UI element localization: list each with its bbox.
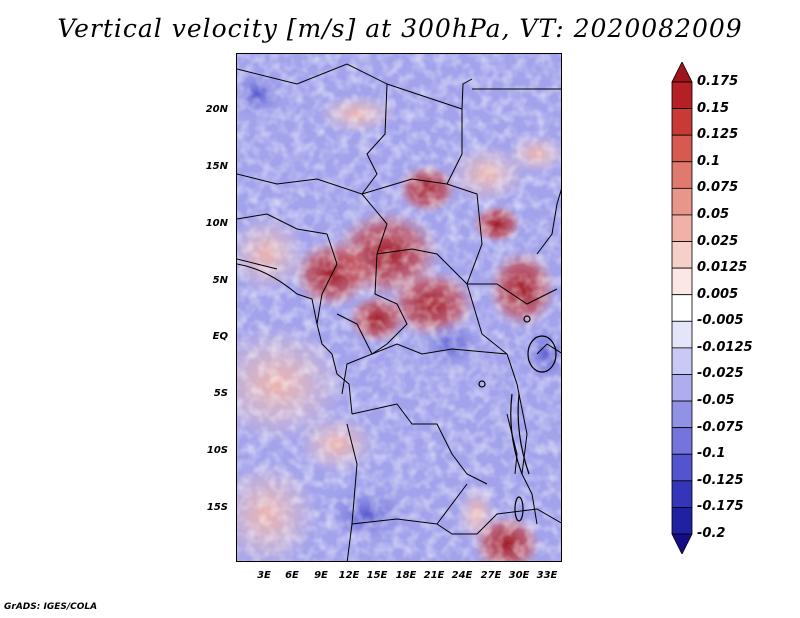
colorbar-label: 0.1	[697, 153, 721, 169]
lon-label: 21E	[423, 570, 445, 581]
colorbar-label: -0.05	[697, 393, 735, 409]
colorbar-label: 0.075	[697, 180, 739, 196]
colorbar-label: 0.025	[697, 233, 739, 249]
colorbar-label: 0.05	[697, 206, 730, 222]
colorbar-label: 0.175	[697, 74, 739, 89]
colorbar-swatch	[671, 320, 693, 349]
lon-label: 15E	[366, 570, 388, 581]
colorbar-label: -0.075	[697, 419, 744, 435]
colorbar-swatch	[671, 161, 693, 189]
colorbar-label: 0.125	[697, 127, 739, 143]
lat-label: 15S	[206, 502, 228, 513]
colorbar	[670, 61, 694, 555]
country-borders	[237, 63, 561, 561]
colorbar-label: -0.025	[697, 366, 744, 382]
vertical-velocity-field	[237, 54, 561, 561]
lat-label: EQ	[212, 331, 228, 342]
colorbar-swatch	[671, 294, 693, 322]
colorbar-swatch	[671, 400, 693, 429]
colorbar-label: -0.125	[697, 472, 744, 488]
lon-label: 9E	[314, 570, 328, 581]
colorbar-label: -0.175	[697, 499, 744, 515]
lon-label: 24E	[451, 570, 473, 581]
lon-label: 6E	[285, 570, 299, 581]
colorbar-label: 0.005	[697, 286, 739, 302]
lon-label: 33E	[536, 570, 558, 581]
colorbar-swatch	[671, 134, 693, 163]
colorbar-label: -0.1	[697, 446, 726, 462]
colorbar-swatch	[671, 374, 693, 402]
lat-label: 5N	[212, 275, 228, 286]
colorbar-label: -0.2	[697, 526, 726, 541]
colorbar-swatch	[671, 214, 693, 242]
lon-label: 27E	[480, 570, 502, 581]
lat-label: 10N	[205, 218, 228, 229]
colorbar-swatch	[671, 241, 693, 269]
colorbar-swatch	[671, 453, 693, 482]
lon-label: 3E	[257, 570, 271, 581]
lakes	[478, 315, 557, 522]
colorbar-swatch	[671, 427, 693, 455]
lon-label: 12E	[338, 570, 360, 581]
colorbar-swatch	[671, 347, 693, 375]
colorbar-swatch	[671, 61, 693, 83]
map-panel	[236, 53, 562, 562]
colorbar-swatch	[671, 81, 693, 109]
colorbar-swatch	[671, 507, 693, 535]
colorbar-swatch	[671, 480, 693, 508]
colorbar-label: 0.0125	[697, 260, 748, 276]
lon-label: 30E	[508, 570, 530, 581]
grads-credit: GrADS: IGES/COLA	[4, 602, 98, 612]
lat-label: 15N	[205, 161, 228, 172]
lat-label: 5S	[213, 388, 228, 399]
colorbar-label: -0.0125	[697, 339, 753, 355]
colorbar-swatch	[671, 187, 693, 216]
plot-title: Vertical velocity [m/s] at 300hPa, VT: 2…	[57, 14, 743, 43]
colorbar-swatch	[671, 267, 693, 296]
colorbar-swatch	[671, 533, 693, 555]
colorbar-swatch	[671, 108, 693, 136]
lon-label: 18E	[395, 570, 417, 581]
lat-label: 20N	[205, 104, 228, 115]
colorbar-label: 0.15	[697, 100, 730, 116]
lat-label: 10S	[206, 445, 228, 456]
colorbar-svg	[671, 61, 693, 555]
colorbar-label: -0.005	[697, 313, 744, 329]
